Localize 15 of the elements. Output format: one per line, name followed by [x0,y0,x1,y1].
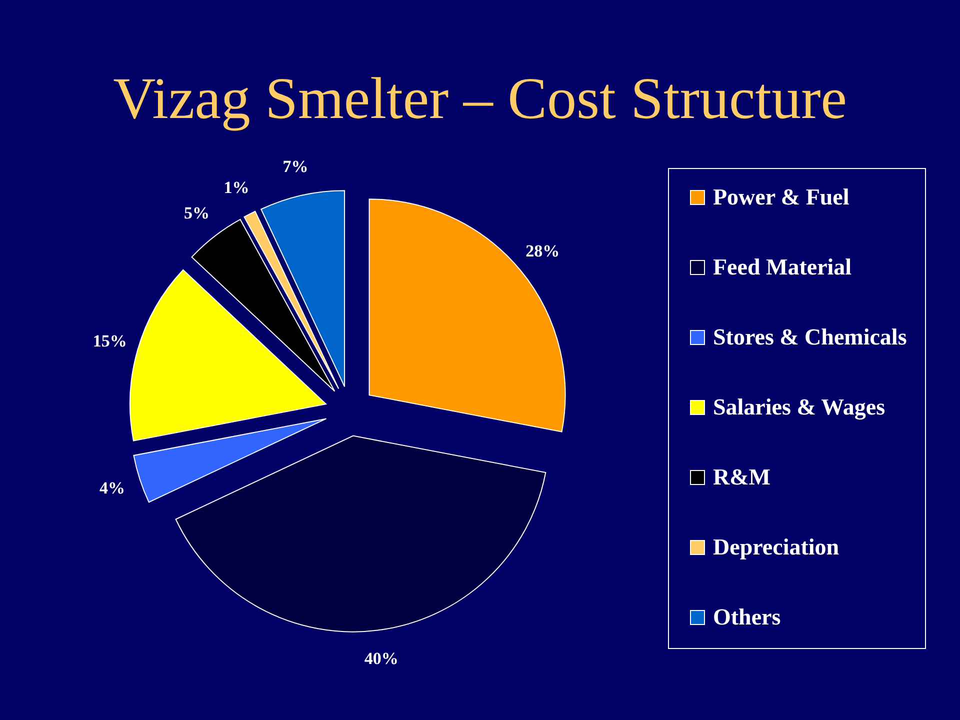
legend-label: Salaries & Wages [713,394,886,420]
legend-label: Power & Fuel [713,184,850,210]
chart-title: Vizag Smelter – Cost Structure [113,65,847,132]
data-label: 1% [224,178,250,198]
legend-label: R&M [713,464,771,490]
data-label: 5% [184,203,210,222]
data-label: 7% [282,157,308,176]
data-label: 40% [364,649,398,668]
legend-label: Feed Material [713,254,852,280]
data-label: 28% [526,242,560,261]
legend-label: Stores & Chemicals [713,324,907,350]
data-label: 4% [99,478,125,498]
legend-label: Depreciation [713,534,840,560]
data-label: 15% [92,331,127,350]
legend-label: Others [713,604,781,630]
